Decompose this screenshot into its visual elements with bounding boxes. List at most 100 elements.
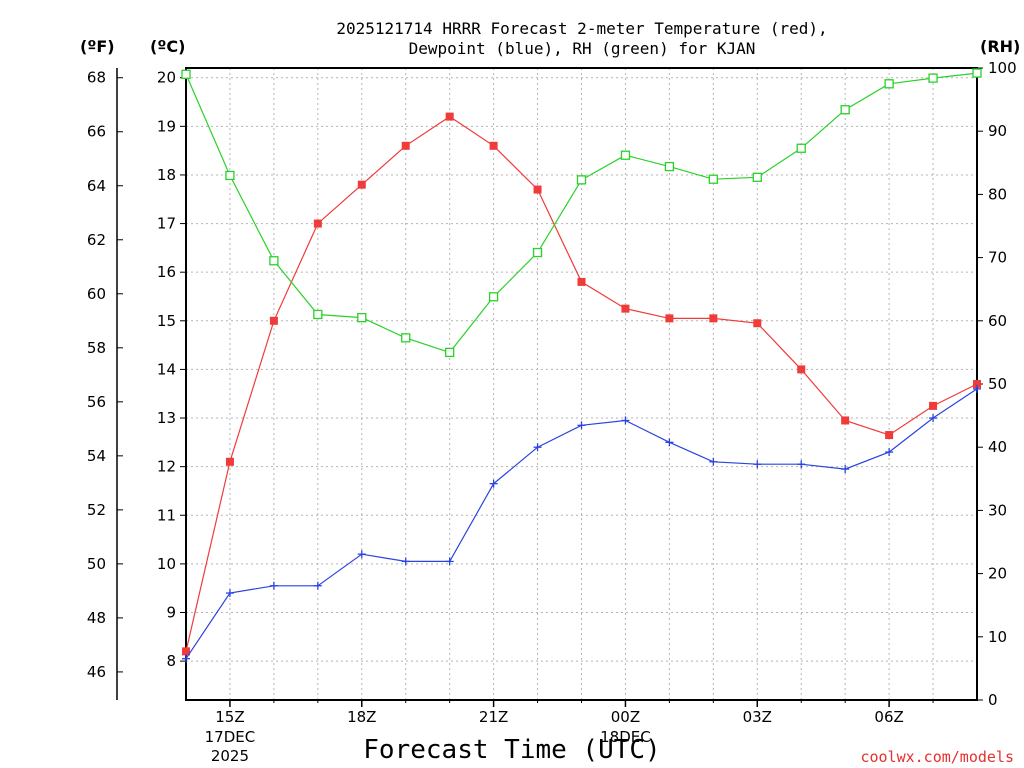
fahrenheit-tick-label: 52 bbox=[87, 501, 106, 519]
celsius-tick-label: 18 bbox=[157, 166, 176, 184]
fahrenheit-tick-label: 68 bbox=[87, 69, 106, 87]
rh-tick-label: 70 bbox=[988, 249, 1007, 267]
rh-tick-label: 0 bbox=[988, 691, 998, 709]
rh-point bbox=[488, 292, 499, 302]
temperature-point bbox=[445, 112, 454, 121]
dewpoint-point bbox=[973, 384, 981, 393]
rh-point bbox=[708, 174, 718, 184]
x-tick-label: 18Z bbox=[347, 708, 376, 726]
dewpoint-point bbox=[621, 416, 630, 425]
rh-point bbox=[840, 105, 850, 115]
fahrenheit-tick-label: 64 bbox=[87, 177, 106, 195]
fahrenheit-tick-label: 58 bbox=[87, 339, 106, 357]
x-axis-label: Forecast Time (UTC) bbox=[363, 735, 660, 765]
dewpoint-point bbox=[753, 460, 762, 469]
temperature-point bbox=[841, 416, 850, 425]
x-tick-sublabel: 2025 bbox=[211, 747, 249, 765]
rh-unit-label: (RH) bbox=[980, 37, 1020, 56]
dewpoint-point bbox=[489, 479, 498, 488]
dewpoint-point bbox=[577, 421, 586, 430]
rh-tick-label: 100 bbox=[988, 59, 1017, 77]
temperature-point bbox=[709, 314, 718, 323]
dewpoint-point bbox=[313, 581, 322, 590]
rh-tick-label: 80 bbox=[988, 185, 1007, 203]
x-tick-label: 03Z bbox=[743, 708, 772, 726]
temperature-point bbox=[621, 304, 630, 313]
rh-point bbox=[620, 150, 631, 160]
temperature-point bbox=[973, 380, 981, 388]
dewpoint-point bbox=[182, 654, 190, 663]
celsius-tick-label: 20 bbox=[157, 69, 176, 87]
fahrenheit-tick-label: 54 bbox=[87, 447, 106, 465]
rh-point bbox=[313, 309, 323, 320]
dewpoint-point bbox=[225, 589, 234, 598]
temperature-point bbox=[401, 141, 410, 150]
rh-tick-label: 90 bbox=[988, 122, 1007, 140]
rh-point bbox=[445, 347, 455, 358]
dewpoint-point bbox=[665, 438, 674, 447]
x-tick-label: 00Z bbox=[611, 708, 640, 726]
celsius-tick-label: 8 bbox=[166, 652, 176, 670]
rh-tick-label: 20 bbox=[988, 565, 1007, 583]
temperature-point bbox=[577, 277, 586, 286]
rh-point bbox=[884, 79, 894, 89]
labels-layer: 2025121714 HRRR Forecast 2-meter Tempera… bbox=[80, 19, 1020, 766]
x-tick-label: 21Z bbox=[479, 708, 508, 726]
rh-tick-label: 40 bbox=[988, 438, 1007, 456]
rh-tick-label: 50 bbox=[988, 375, 1007, 393]
temperature-point bbox=[182, 647, 190, 656]
rh-point bbox=[225, 170, 235, 181]
celsius-tick-label: 12 bbox=[157, 458, 176, 476]
temperature-point bbox=[533, 185, 542, 194]
dewpoint-point bbox=[445, 557, 454, 566]
celsius-tick-label: 16 bbox=[157, 263, 176, 281]
x-tick-sublabel: 17DEC bbox=[205, 728, 256, 746]
rh-point bbox=[357, 312, 367, 323]
rh-point bbox=[796, 143, 806, 153]
grid-lines bbox=[186, 68, 977, 700]
dewpoint-point bbox=[841, 465, 850, 474]
fahrenheit-tick-label: 56 bbox=[87, 393, 106, 411]
celsius-tick-label: 9 bbox=[166, 603, 176, 621]
rh-point bbox=[928, 73, 938, 83]
fahrenheit-tick-label: 60 bbox=[87, 285, 106, 303]
celsius-unit-label: (ºC) bbox=[150, 37, 185, 56]
dewpoint-point bbox=[357, 550, 366, 559]
dewpoint-point bbox=[929, 414, 938, 423]
temperature-point bbox=[665, 314, 674, 323]
temperature-point bbox=[797, 365, 806, 374]
rh-point bbox=[181, 69, 191, 79]
temperature-point bbox=[357, 180, 366, 189]
x-tick-label: 06Z bbox=[874, 708, 903, 726]
chart-title-line-1: 2025121714 HRRR Forecast 2-meter Tempera… bbox=[336, 19, 827, 38]
rh-point bbox=[752, 172, 762, 182]
temperature-point bbox=[269, 316, 278, 325]
dewpoint-point bbox=[401, 557, 410, 566]
temperature-point bbox=[753, 319, 762, 328]
rh-point bbox=[401, 333, 411, 343]
celsius-tick-label: 13 bbox=[157, 409, 176, 427]
celsius-tick-label: 15 bbox=[157, 312, 176, 330]
dewpoint-point bbox=[885, 448, 894, 457]
dewpoint-point bbox=[709, 457, 718, 466]
celsius-tick-label: 11 bbox=[157, 506, 176, 524]
fahrenheit-tick-label: 62 bbox=[87, 231, 106, 249]
rh-tick-label: 10 bbox=[988, 628, 1007, 646]
fahrenheit-tick-label: 50 bbox=[87, 555, 106, 573]
temperature-point bbox=[929, 401, 938, 410]
celsius-tick-label: 17 bbox=[157, 215, 176, 233]
rh-point bbox=[972, 68, 982, 78]
rh-point bbox=[576, 175, 587, 185]
x-tick-label: 15Z bbox=[215, 708, 244, 726]
fahrenheit-tick-label: 48 bbox=[87, 609, 106, 627]
dewpoint-point bbox=[797, 460, 806, 469]
credit-label: coolwx.com/models bbox=[860, 748, 1014, 766]
temperature-point bbox=[885, 431, 894, 440]
temperature-point bbox=[225, 457, 234, 466]
chart-title-line-2: Dewpoint (blue), RH (green) for KJAN bbox=[409, 39, 756, 58]
celsius-tick-label: 10 bbox=[157, 555, 176, 573]
temperature-point bbox=[313, 219, 322, 228]
rh-point bbox=[664, 161, 675, 172]
rh-point bbox=[532, 247, 543, 258]
